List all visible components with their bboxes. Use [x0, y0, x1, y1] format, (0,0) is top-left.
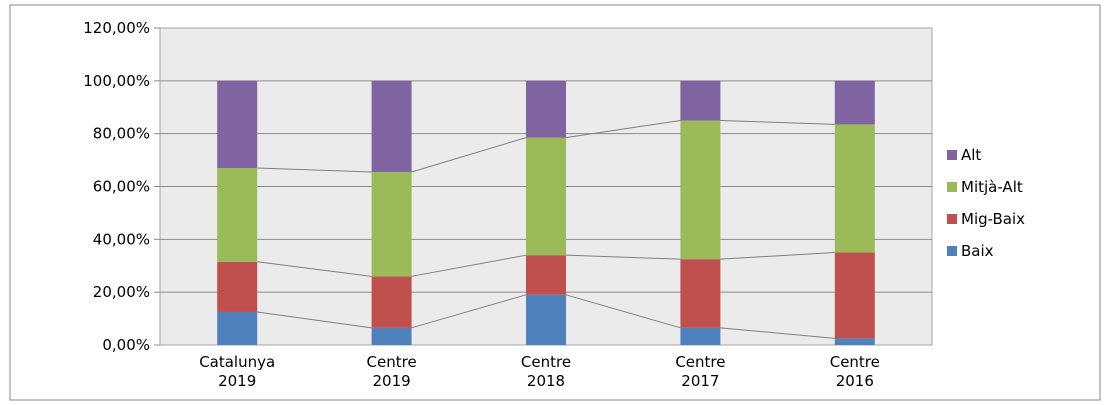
y-tick-label: 0,00%: [102, 336, 150, 354]
series-line: [257, 167, 372, 173]
series-line: [411, 294, 527, 329]
y-tick-label: 100,00%: [83, 72, 150, 90]
bar-segment-mig-baix: [834, 252, 875, 339]
x-category-label: 2016: [836, 372, 874, 390]
x-category-label: Centre: [521, 353, 571, 371]
bar-segment-mitjà-alt: [371, 171, 412, 277]
series-line: [411, 254, 527, 277]
y-tick-label: 60,00%: [93, 178, 150, 196]
bar-segment-alt: [526, 80, 566, 138]
legend-swatch: [947, 150, 957, 160]
bar-segment-mig-baix: [371, 276, 412, 328]
legend-swatch: [947, 246, 957, 256]
bar-segment-mitjà-alt: [680, 120, 721, 260]
bar-segment-alt: [834, 80, 875, 125]
y-tick-label: 40,00%: [93, 230, 150, 248]
series-line: [720, 252, 835, 260]
bar-segment-mitjà-alt: [526, 137, 566, 256]
x-category-label: Centre: [830, 353, 880, 371]
x-category-label: 2017: [681, 372, 719, 390]
legend-label: Alt: [961, 146, 981, 164]
legend-label: Mitjà-Alt: [961, 178, 1023, 196]
y-tick-label: 20,00%: [93, 283, 150, 301]
x-category-label: Catalunya: [199, 353, 275, 371]
bar-segment-baix: [217, 311, 258, 345]
bar-segment-baix: [526, 294, 566, 345]
legend-label: Mig-Baix: [961, 210, 1025, 228]
legend-label: Baix: [961, 242, 994, 260]
x-category-label: 2018: [527, 372, 565, 390]
series-line: [565, 294, 681, 329]
bar-segment-mitjà-alt: [834, 124, 875, 253]
series-line: [565, 254, 681, 260]
bar-segment-alt: [217, 80, 258, 169]
series-line: [565, 119, 681, 139]
series-line: [720, 327, 835, 339]
series-line: [411, 137, 527, 173]
bar-segment-mig-baix: [680, 259, 721, 328]
bar-segment-baix: [680, 327, 721, 345]
x-category-label: Centre: [675, 353, 725, 371]
bar-segment-mitjà-alt: [217, 168, 258, 262]
x-category-label: 2019: [373, 372, 411, 390]
legend-swatch: [947, 182, 957, 192]
series-line: [720, 119, 835, 125]
bar-segment-alt: [680, 80, 721, 121]
y-tick-label: 120,00%: [83, 19, 150, 37]
bar-segment-baix: [371, 327, 412, 345]
x-category-label: Centre: [367, 353, 417, 371]
series-line: [257, 311, 372, 329]
series-line: [257, 261, 372, 277]
bar-segment-mig-baix: [217, 261, 258, 312]
bar-segment-mig-baix: [526, 255, 566, 295]
y-tick-label: 80,00%: [93, 125, 150, 143]
bar-segment-alt: [371, 80, 412, 172]
bar-segment-baix: [834, 338, 875, 345]
x-category-label: 2019: [218, 372, 256, 390]
legend-swatch: [947, 214, 957, 224]
